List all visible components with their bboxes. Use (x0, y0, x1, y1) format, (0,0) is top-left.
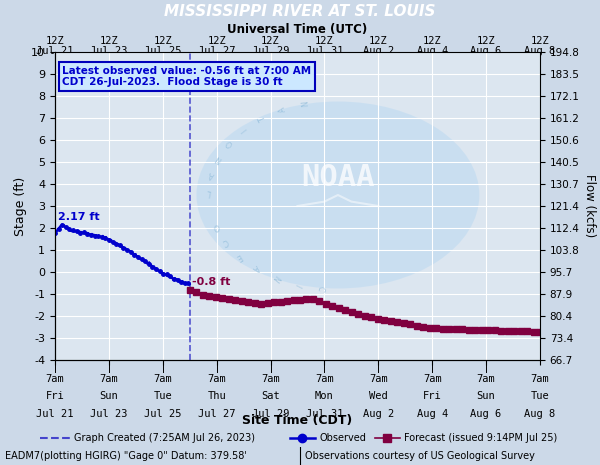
Text: Site Time (CDT): Site Time (CDT) (242, 414, 353, 427)
Text: Universal Time (UTC): Universal Time (UTC) (227, 23, 368, 36)
Text: Tue: Tue (154, 391, 172, 401)
Text: NOAA: NOAA (301, 163, 374, 192)
Text: Fri: Fri (423, 391, 442, 401)
Text: 12Z: 12Z (154, 36, 172, 46)
Text: E: E (235, 251, 244, 261)
Text: Thu: Thu (207, 391, 226, 401)
Text: I: I (241, 126, 249, 133)
Text: MISSISSIPPI RIVER AT ST. LOUIS: MISSISSIPPI RIVER AT ST. LOUIS (164, 4, 436, 19)
Text: 12Z: 12Z (100, 36, 118, 46)
Text: EADM7(plotting HGIRG) "Gage 0" Datum: 379.58': EADM7(plotting HGIRG) "Gage 0" Datum: 37… (5, 451, 247, 461)
Y-axis label: Stage (ft): Stage (ft) (14, 176, 27, 236)
Text: N: N (214, 153, 224, 164)
Text: 7am: 7am (100, 373, 118, 384)
Text: Forecast (issued 9:14PM Jul 25): Forecast (issued 9:14PM Jul 25) (404, 432, 557, 443)
Text: Jul 21: Jul 21 (36, 46, 74, 55)
Text: Jul 31: Jul 31 (305, 46, 343, 55)
Text: A: A (278, 106, 288, 113)
Text: 7am: 7am (530, 373, 550, 384)
Text: 12Z: 12Z (261, 36, 280, 46)
Text: Aug 4: Aug 4 (416, 409, 448, 419)
Text: 12Z: 12Z (423, 36, 442, 46)
Text: O: O (225, 138, 235, 148)
Text: 12Z: 12Z (477, 36, 496, 46)
Text: Sun: Sun (477, 391, 496, 401)
Text: 7am: 7am (369, 373, 388, 384)
Text: A: A (208, 170, 215, 180)
Text: Jul 21: Jul 21 (36, 409, 74, 419)
Text: -0.8 ft: -0.8 ft (193, 277, 231, 287)
Text: Wed: Wed (369, 391, 388, 401)
Text: 7am: 7am (207, 373, 226, 384)
Text: 7am: 7am (477, 373, 496, 384)
Text: Sat: Sat (261, 391, 280, 401)
Text: Observations courtesy of US Geological Survey: Observations courtesy of US Geological S… (305, 451, 535, 461)
Text: Mon: Mon (315, 391, 334, 401)
Text: 12Z: 12Z (46, 36, 64, 46)
Text: Fri: Fri (46, 391, 64, 401)
Text: Jul 31: Jul 31 (305, 409, 343, 419)
Text: Aug 2: Aug 2 (363, 409, 394, 419)
Text: A: A (251, 263, 261, 273)
Text: Sun: Sun (100, 391, 118, 401)
Text: 12Z: 12Z (530, 36, 550, 46)
Text: 12Z: 12Z (369, 36, 388, 46)
Text: Jul 25: Jul 25 (144, 409, 182, 419)
Text: Jul 27: Jul 27 (198, 46, 235, 55)
Text: 12Z: 12Z (315, 36, 334, 46)
Text: 7am: 7am (261, 373, 280, 384)
Text: Jul 23: Jul 23 (90, 409, 128, 419)
Text: N: N (301, 100, 310, 107)
Text: Jul 27: Jul 27 (198, 409, 235, 419)
Text: I: I (293, 282, 302, 288)
Text: Jul 25: Jul 25 (144, 46, 182, 55)
Text: Aug 6: Aug 6 (470, 46, 502, 55)
Text: Aug 8: Aug 8 (524, 409, 556, 419)
Text: Observed: Observed (319, 432, 366, 443)
Text: Tue: Tue (530, 391, 550, 401)
Text: 12Z: 12Z (207, 36, 226, 46)
Text: 2.17 ft: 2.17 ft (58, 212, 100, 222)
Text: Jul 23: Jul 23 (90, 46, 128, 55)
Text: 7am: 7am (154, 373, 172, 384)
Text: O: O (212, 221, 220, 231)
Text: 7am: 7am (315, 373, 334, 384)
Text: C: C (315, 285, 325, 292)
Text: T: T (257, 114, 268, 122)
Text: C: C (221, 237, 230, 247)
Text: L: L (206, 187, 212, 197)
Text: Aug 8: Aug 8 (524, 46, 556, 55)
Text: N: N (270, 273, 281, 283)
Text: Aug 2: Aug 2 (363, 46, 394, 55)
Text: Latest observed value: -0.56 ft at 7:00 AM
CDT 26-Jul-2023.  Flood Stage is 30 f: Latest observed value: -0.56 ft at 7:00 … (62, 66, 311, 87)
Text: Aug 6: Aug 6 (470, 409, 502, 419)
Text: 7am: 7am (46, 373, 64, 384)
Ellipse shape (196, 101, 479, 288)
Text: Jul 29: Jul 29 (252, 409, 289, 419)
Text: Graph Created (7:25AM Jul 26, 2023): Graph Created (7:25AM Jul 26, 2023) (74, 432, 255, 443)
Text: 7am: 7am (423, 373, 442, 384)
Text: Aug 4: Aug 4 (416, 46, 448, 55)
Y-axis label: Flow (kcfs): Flow (kcfs) (583, 174, 596, 238)
Text: Jul 29: Jul 29 (252, 46, 289, 55)
